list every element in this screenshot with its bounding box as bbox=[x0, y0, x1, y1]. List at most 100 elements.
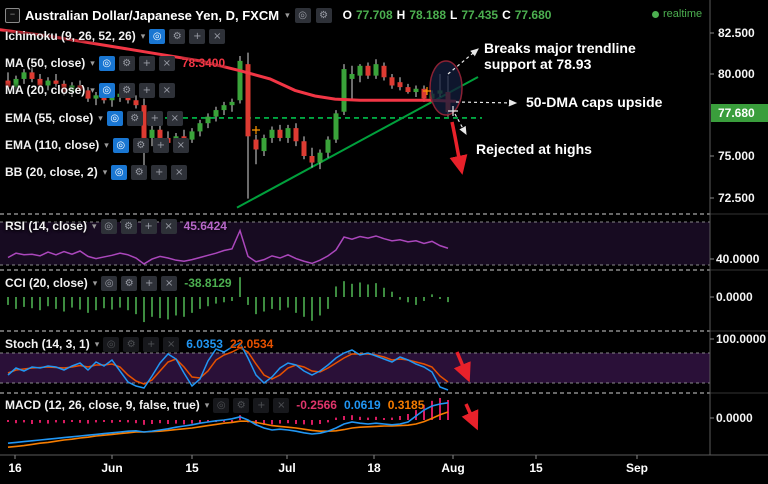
candle-body bbox=[21, 72, 27, 79]
close-icon[interactable]: × bbox=[158, 55, 175, 71]
chevron-down-icon[interactable]: ▾ bbox=[204, 399, 210, 410]
macd-hist-bar bbox=[359, 416, 361, 420]
add-icon[interactable]: + bbox=[189, 28, 206, 44]
cci-bar bbox=[143, 297, 145, 323]
candle-body bbox=[149, 129, 155, 138]
visibility-icon[interactable]: ◎ bbox=[101, 275, 118, 291]
close-icon[interactable]: × bbox=[172, 137, 189, 153]
indicator-label[interactable]: RSI (14, close) bbox=[5, 219, 88, 233]
gear-icon[interactable]: ⚙ bbox=[126, 110, 143, 126]
chevron-down-icon[interactable]: ▾ bbox=[140, 30, 146, 41]
visibility-icon[interactable]: ◎ bbox=[106, 110, 123, 126]
chevron-down-icon[interactable]: ▾ bbox=[102, 166, 108, 177]
indicator-label[interactable]: Ichimoku (9, 26, 52, 26) bbox=[5, 29, 136, 43]
highlight-ellipse[interactable] bbox=[429, 60, 463, 116]
candle-body bbox=[413, 88, 419, 93]
cci-bar bbox=[215, 297, 217, 304]
close-icon[interactable]: × bbox=[273, 397, 290, 413]
cci-bar bbox=[359, 282, 361, 297]
gear-icon[interactable]: ⚙ bbox=[118, 82, 135, 98]
macd-hist-bar bbox=[311, 420, 313, 425]
visibility-icon[interactable]: ◎ bbox=[103, 336, 120, 352]
close-icon[interactable]: × bbox=[171, 164, 188, 180]
time-axis-label: 15 bbox=[185, 461, 199, 475]
visibility-icon[interactable]: ◎ bbox=[98, 55, 115, 71]
cci-bar bbox=[95, 297, 97, 311]
cci-bar bbox=[167, 297, 169, 320]
add-icon[interactable]: + bbox=[138, 82, 155, 98]
gear-icon[interactable]: ⚙ bbox=[132, 137, 149, 153]
indicator-label[interactable]: MA (50, close) bbox=[5, 56, 86, 70]
stoch-band bbox=[0, 353, 710, 383]
anchor-plus-marker[interactable] bbox=[448, 106, 458, 116]
candle-body bbox=[45, 80, 51, 86]
gear-icon[interactable]: ⚙ bbox=[120, 218, 137, 234]
chevron-down-icon[interactable]: ▾ bbox=[92, 277, 98, 288]
visibility-icon[interactable]: ◎ bbox=[149, 28, 166, 44]
indicator-label[interactable]: EMA (55, close) bbox=[5, 111, 94, 125]
price-axis-label: 72.500 bbox=[718, 191, 755, 205]
add-icon[interactable]: + bbox=[152, 137, 169, 153]
close-icon[interactable]: × bbox=[158, 82, 175, 98]
close-icon[interactable]: × bbox=[166, 110, 183, 126]
candle-body bbox=[373, 64, 379, 76]
chevron-down-icon[interactable]: ▾ bbox=[285, 9, 290, 20]
cci-bar bbox=[335, 286, 337, 297]
close-icon[interactable]: × bbox=[163, 336, 180, 352]
add-icon[interactable]: + bbox=[141, 275, 158, 291]
gear-icon[interactable]: ⚙ bbox=[233, 397, 250, 413]
cci-bar bbox=[255, 297, 257, 315]
visibility-icon[interactable]: ◎ bbox=[111, 164, 128, 180]
symbol-title[interactable]: Australian Dollar/Japanese Yen, D, FXCM bbox=[25, 7, 280, 23]
close-icon[interactable]: × bbox=[161, 275, 178, 291]
chevron-down-icon[interactable]: ▾ bbox=[104, 139, 109, 150]
visibility-icon[interactable]: ◎ bbox=[112, 137, 129, 153]
chevron-down-icon[interactable]: ▾ bbox=[92, 220, 97, 231]
collapse-panel-icon[interactable]: − bbox=[5, 7, 20, 23]
candle-body bbox=[157, 129, 163, 138]
add-icon[interactable]: + bbox=[140, 218, 157, 234]
indicator-label[interactable]: Stoch (14, 3, 1) bbox=[5, 337, 90, 351]
add-icon[interactable]: + bbox=[253, 397, 270, 413]
candle-body bbox=[365, 65, 371, 76]
macd-hist-bar bbox=[151, 420, 153, 424]
close-icon[interactable]: × bbox=[160, 218, 177, 234]
annotation-rejected: Rejected at highs bbox=[476, 141, 592, 157]
cci-bar bbox=[191, 297, 193, 313]
add-icon[interactable]: + bbox=[146, 110, 163, 126]
visibility-icon[interactable]: ◎ bbox=[100, 218, 117, 234]
add-icon[interactable]: + bbox=[138, 55, 155, 71]
indicator-value: -0.2566 bbox=[296, 398, 337, 412]
indicator-label[interactable]: MACD (12, 26, close, 9, false, true) bbox=[5, 398, 200, 412]
gear-icon[interactable]: ⚙ bbox=[315, 7, 332, 23]
candle-body bbox=[93, 95, 99, 99]
indicator-label[interactable]: MA (20, close) bbox=[5, 83, 86, 97]
visibility-icon[interactable]: ◎ bbox=[98, 82, 115, 98]
gear-icon[interactable]: ⚙ bbox=[169, 28, 186, 44]
macd-hist-bar bbox=[327, 420, 329, 423]
indicator-label[interactable]: EMA (110, close) bbox=[5, 138, 100, 152]
ma50-line[interactable] bbox=[0, 28, 457, 103]
close-icon[interactable]: × bbox=[209, 28, 226, 44]
dashed-arrow-rejected bbox=[454, 113, 467, 136]
compare-icon[interactable]: ◎ bbox=[294, 7, 311, 23]
cci-bar bbox=[63, 297, 65, 312]
add-icon[interactable]: + bbox=[143, 336, 160, 352]
candle-body bbox=[189, 131, 195, 140]
gear-icon[interactable]: ⚙ bbox=[121, 275, 138, 291]
chevron-down-icon[interactable]: ▾ bbox=[98, 112, 103, 123]
chevron-down-icon[interactable]: ▾ bbox=[90, 57, 95, 68]
gear-icon[interactable]: ⚙ bbox=[131, 164, 148, 180]
chart-header: − Australian Dollar/Japanese Yen, D, FXC… bbox=[5, 6, 551, 24]
gear-icon[interactable]: ⚙ bbox=[123, 336, 140, 352]
indicator-label[interactable]: BB (20, close, 2) bbox=[5, 165, 98, 179]
visibility-icon[interactable]: ◎ bbox=[213, 397, 230, 413]
gear-icon[interactable]: ⚙ bbox=[118, 55, 135, 71]
chevron-down-icon[interactable]: ▾ bbox=[94, 338, 100, 349]
cci-bar bbox=[199, 297, 201, 309]
add-icon[interactable]: + bbox=[151, 164, 168, 180]
indicator-label[interactable]: CCI (20, close) bbox=[5, 276, 88, 290]
chevron-down-icon[interactable]: ▾ bbox=[90, 84, 95, 95]
ohlc-value: 78.188 bbox=[409, 8, 447, 22]
